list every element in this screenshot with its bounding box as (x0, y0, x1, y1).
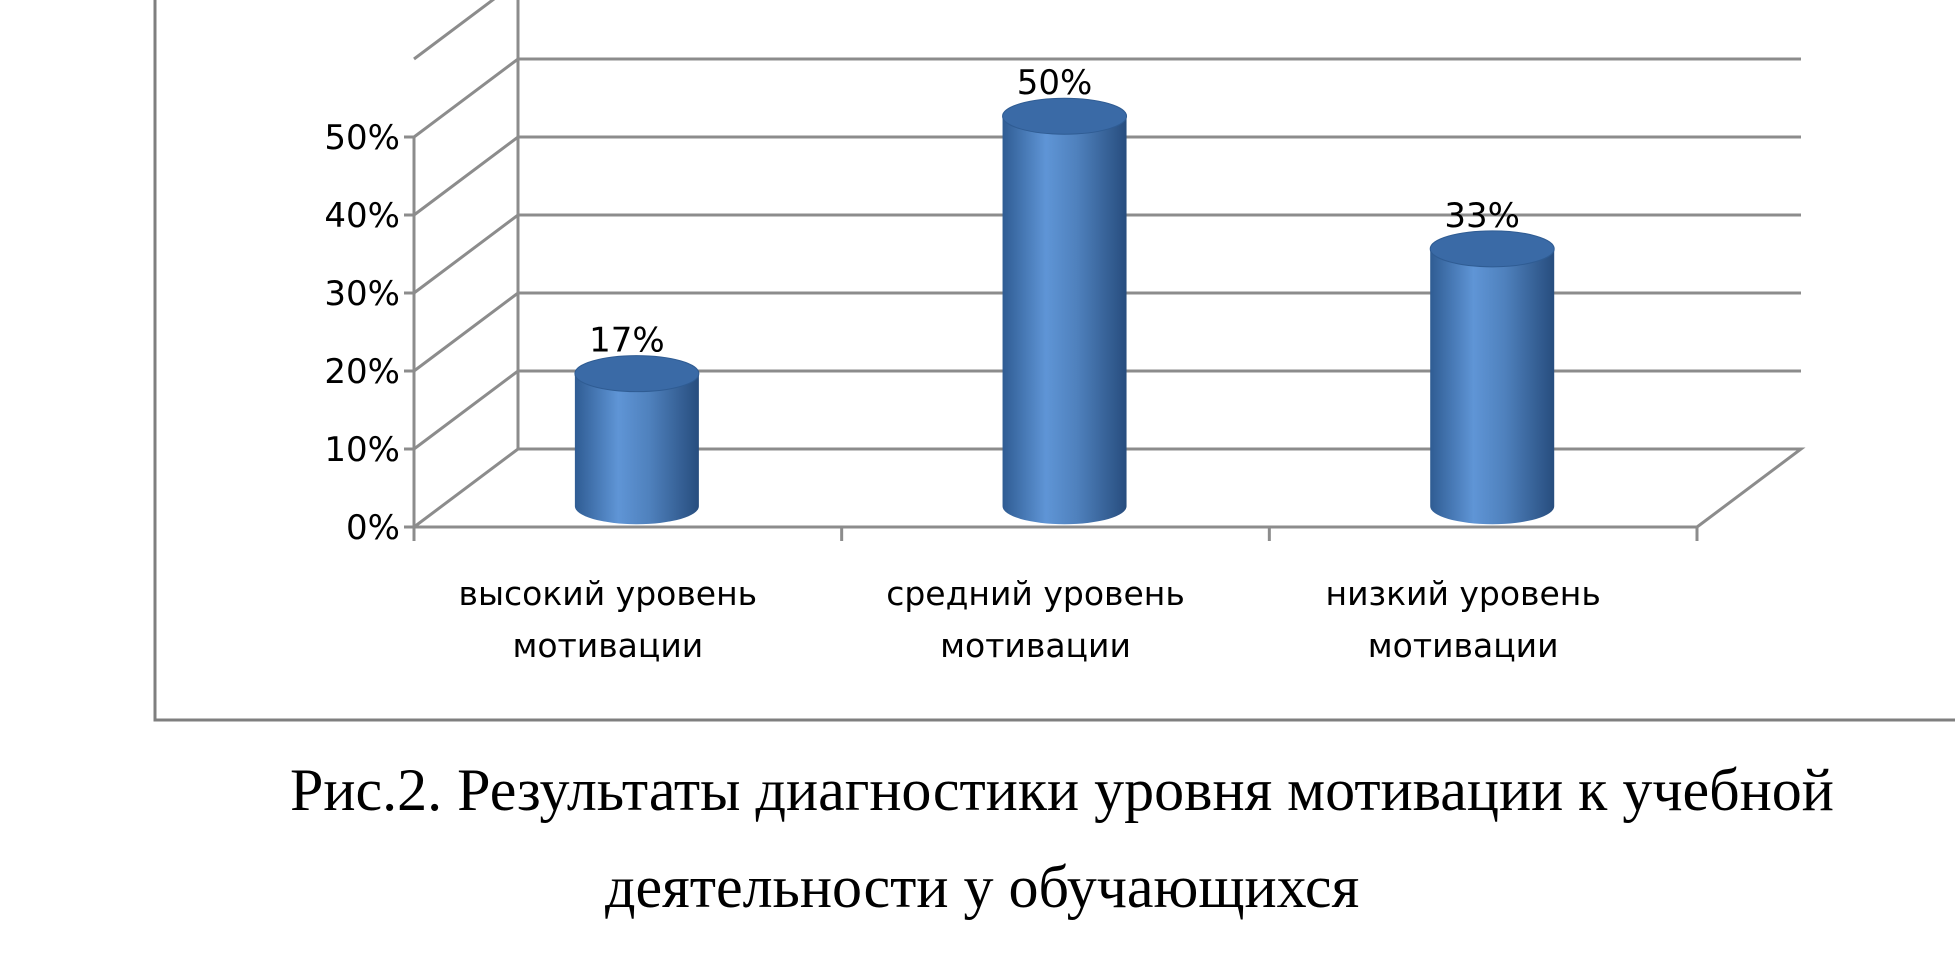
caption-line-2: деятельности у обучающихся (605, 854, 1360, 920)
category-label: высокий уровень (459, 574, 758, 613)
y-tick-label: 50% (324, 118, 400, 158)
bar-top (574, 355, 700, 393)
bar (1429, 230, 1555, 525)
category-label: средний уровень (886, 574, 1185, 613)
bar (574, 355, 700, 525)
gridline (413, 0, 496, 61)
data-label: 50% (1017, 63, 1093, 103)
bar-top (1429, 230, 1555, 268)
y-tick-label: 0% (346, 508, 400, 548)
bar (1002, 97, 1128, 525)
bar-top (1002, 97, 1128, 135)
floor-gridline (413, 447, 1806, 529)
y-tick-label: 20% (324, 352, 400, 392)
category-label: низкий уровень (1326, 574, 1601, 613)
labels: 17% высокий уровень мотивации 50% средний ур… (459, 63, 1601, 665)
value-axis: 0% 10% 20% 30% 40% 50% (324, 118, 1699, 548)
data-label: 33% (1444, 196, 1520, 236)
bar-body (1002, 116, 1127, 525)
bars (574, 97, 1555, 525)
category-label: мотивации (512, 626, 703, 665)
data-label: 17% (589, 321, 665, 361)
y-tick-label: 10% (324, 430, 400, 470)
category-label: мотивации (1368, 626, 1559, 665)
gridlines (413, 0, 1806, 529)
chart-area: 0% 10% 20% 30% 40% 50% 17% высокий уровень моти… (153, 0, 1955, 722)
y-tick-label: 30% (324, 274, 400, 314)
bar-body (574, 373, 699, 525)
category-label: мотивации (940, 626, 1131, 665)
y-tick-label: 40% (324, 196, 400, 236)
caption-line-1: Рис.2. Результаты диагностики уровня мот… (290, 757, 1834, 823)
bar-body (1430, 248, 1555, 525)
